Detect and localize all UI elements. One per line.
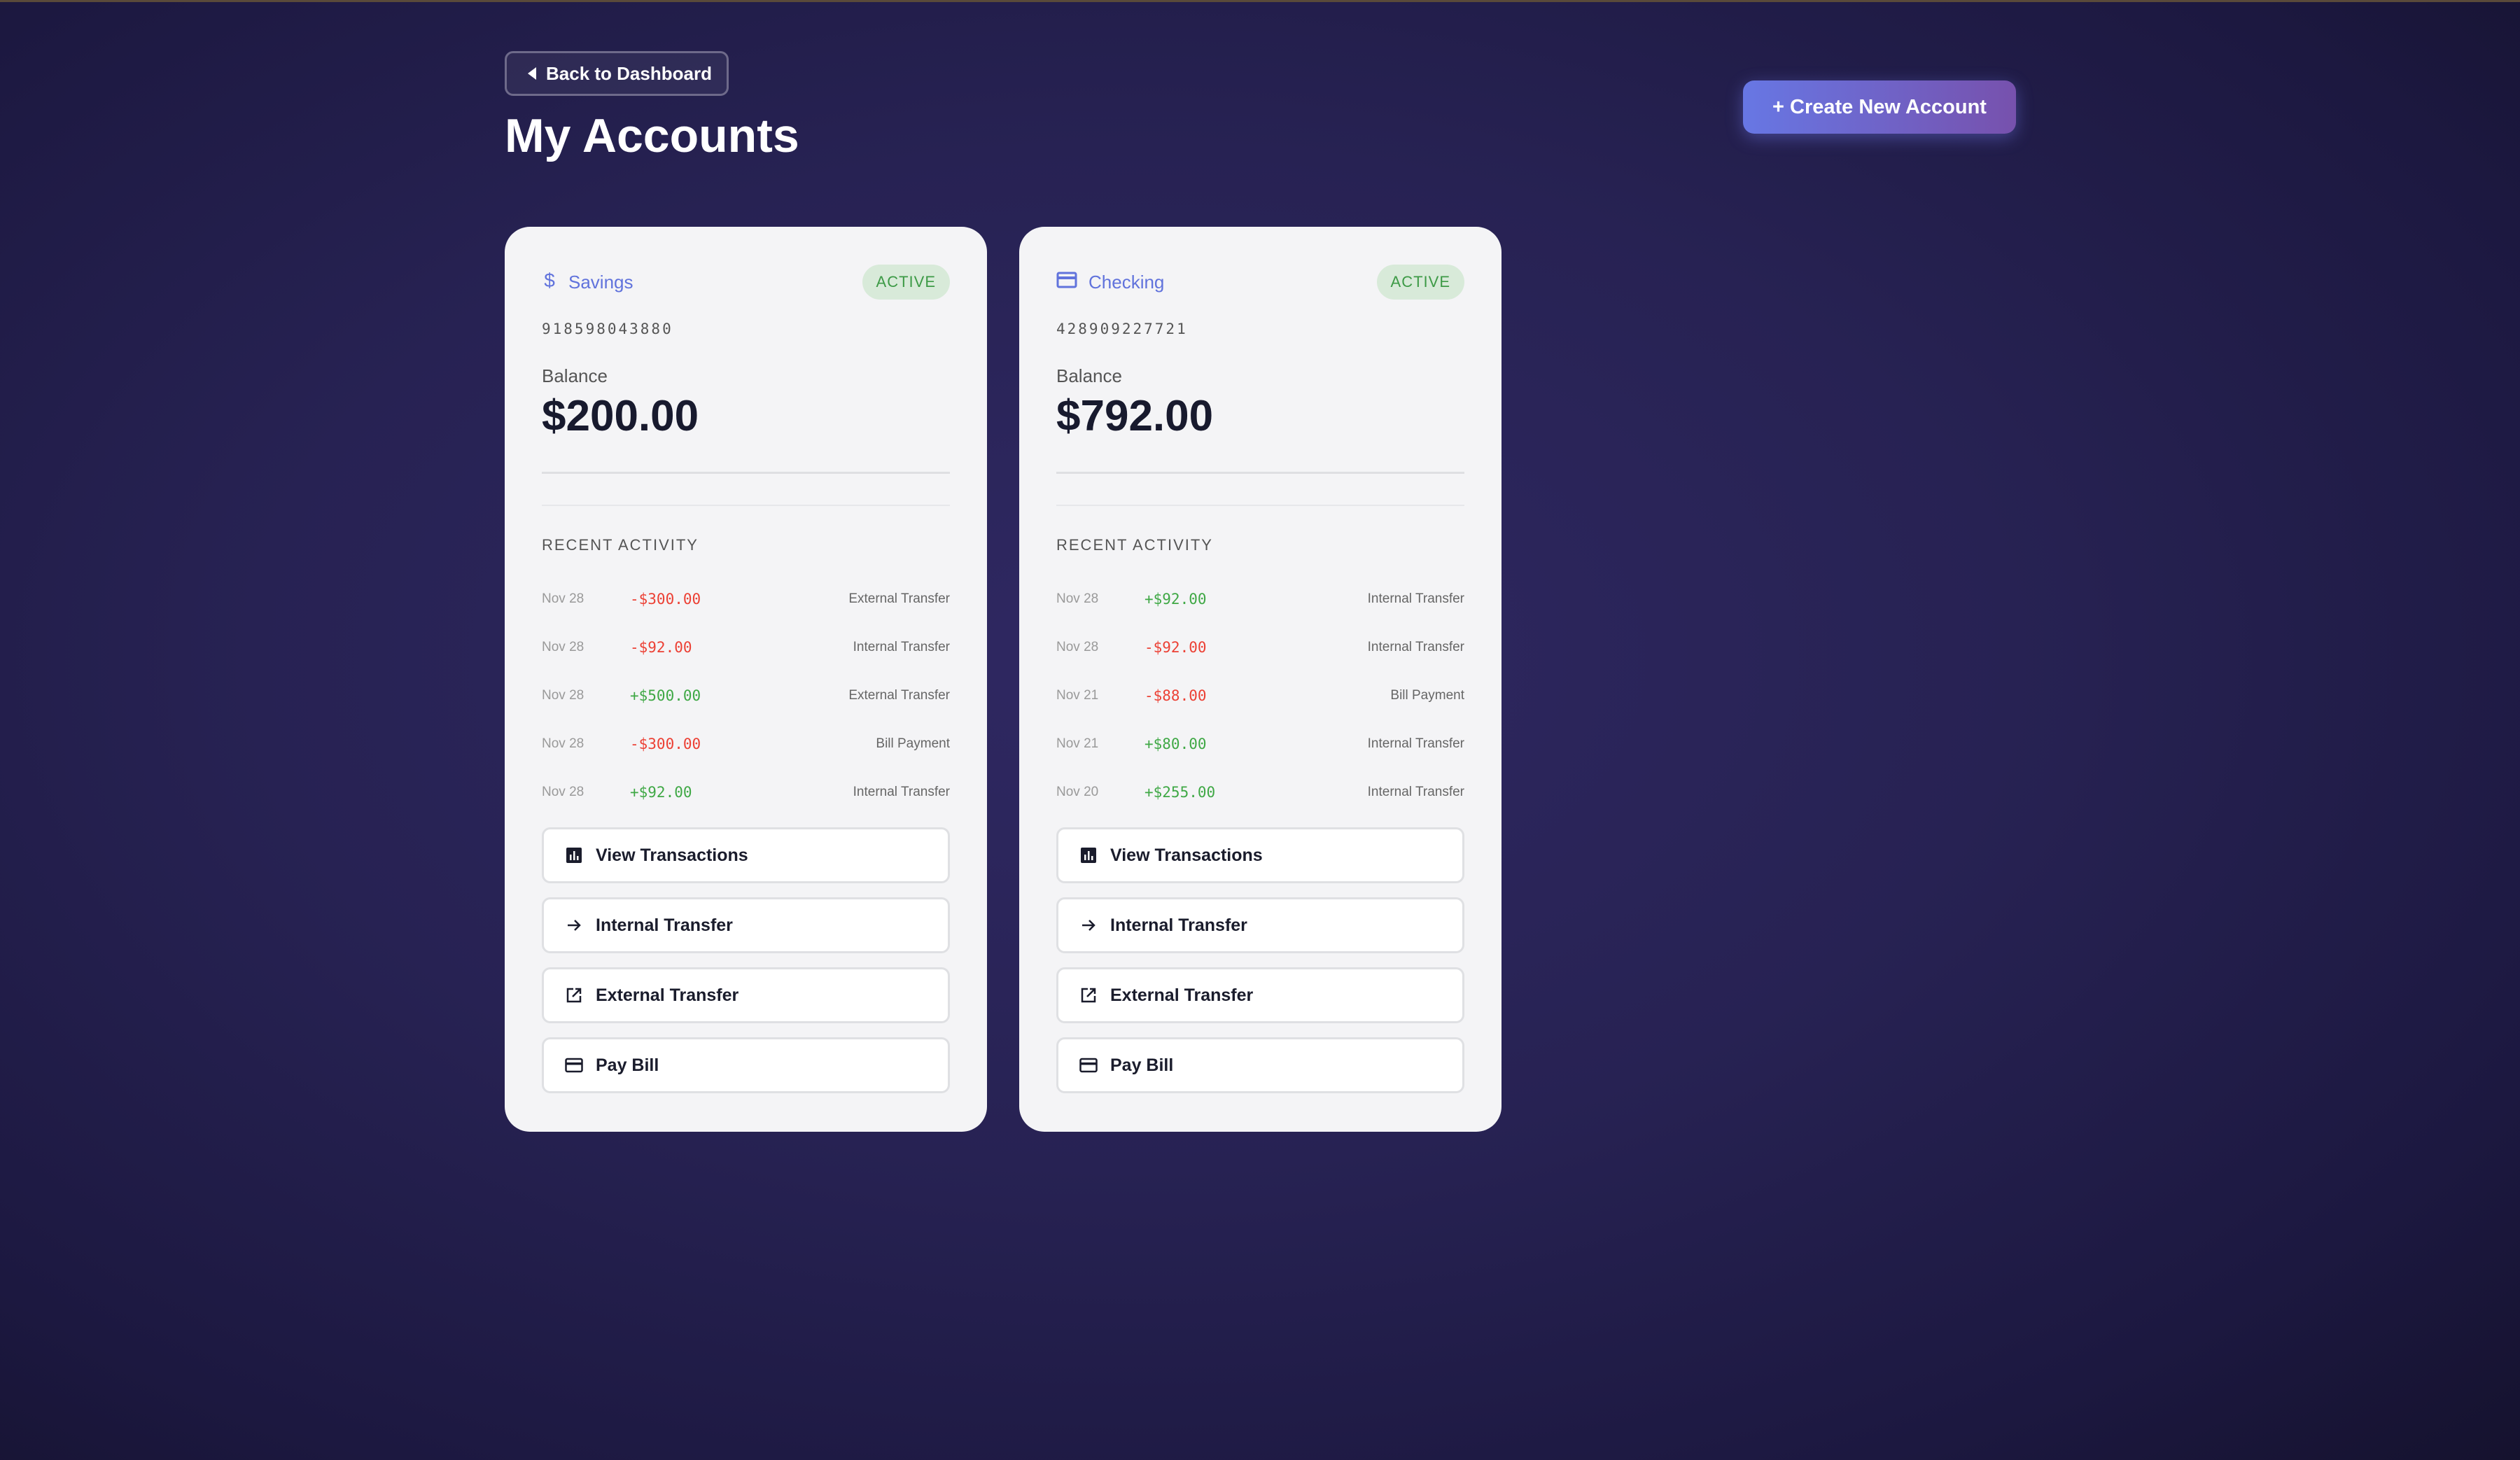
- activity-amount: -$92.00: [1144, 638, 1207, 656]
- activity-description: Internal Transfer: [853, 784, 950, 799]
- activity-row: Nov 20 +$255.00 Internal Transfer: [1056, 768, 1464, 816]
- activity-row: Nov 28 -$300.00 External Transfer: [542, 575, 950, 623]
- account-number: 918598043880: [542, 321, 673, 337]
- button-label: View Transactions: [1110, 845, 1263, 865]
- activity-row: Nov 28 -$92.00 Internal Transfer: [1056, 623, 1464, 671]
- account-card-checking: Checking ACTIVE 428909227721 Balance $79…: [1019, 227, 1502, 1132]
- activity-row: Nov 21 -$88.00 Bill Payment: [1056, 671, 1464, 720]
- activity-amount: +$80.00: [1144, 735, 1207, 752]
- back-label: Back to Dashboard: [546, 62, 712, 84]
- activity-date: Nov 21: [1056, 687, 1099, 703]
- activity-date: Nov 28: [542, 784, 584, 799]
- account-actions: View Transactions Internal Transfer Exte…: [1056, 827, 1464, 1107]
- recent-activity-heading: RECENT ACTIVITY: [542, 536, 699, 554]
- button-label: Internal Transfer: [1110, 915, 1247, 935]
- activity-date: Nov 28: [1056, 639, 1099, 654]
- activity-description: Internal Transfer: [1367, 639, 1464, 654]
- activity-list: Nov 28 -$300.00 External Transfer Nov 28…: [542, 575, 950, 816]
- external-transfer-button[interactable]: External Transfer: [1056, 967, 1464, 1023]
- svg-text:$: $: [544, 269, 555, 290]
- balance-amount: $792.00: [1056, 392, 1214, 440]
- activity-description: Internal Transfer: [853, 639, 950, 654]
- account-number: 428909227721: [1056, 321, 1188, 337]
- activity-amount: -$300.00: [630, 590, 701, 608]
- credit-card-icon: [1056, 271, 1077, 294]
- activity-date: Nov 28: [542, 591, 584, 606]
- activity-amount: -$92.00: [630, 638, 692, 656]
- activity-row: Nov 28 -$92.00 Internal Transfer: [542, 623, 950, 671]
- activity-description: External Transfer: [848, 591, 950, 606]
- button-label: Internal Transfer: [596, 915, 733, 935]
- button-label: Pay Bill: [596, 1055, 659, 1075]
- arrow-right-icon: [1079, 916, 1098, 934]
- external-link-icon: [565, 986, 583, 1004]
- view-transactions-button[interactable]: View Transactions: [542, 827, 950, 883]
- activity-date: Nov 21: [1056, 736, 1099, 751]
- activity-amount: +$92.00: [1144, 590, 1207, 608]
- activity-description: Bill Payment: [876, 736, 950, 751]
- pay-bill-button[interactable]: Pay Bill: [542, 1037, 950, 1093]
- button-label: External Transfer: [596, 985, 739, 1005]
- create-new-account-button[interactable]: + Create New Account: [1743, 80, 2016, 134]
- account-card-savings: $ Savings ACTIVE 918598043880 Balance $2…: [505, 227, 987, 1132]
- activity-amount: +$500.00: [630, 687, 701, 704]
- divider: [542, 505, 950, 506]
- activity-description: Internal Transfer: [1367, 591, 1464, 606]
- button-label: Pay Bill: [1110, 1055, 1174, 1075]
- credit-card-icon: [565, 1056, 583, 1074]
- activity-date: Nov 20: [1056, 784, 1099, 799]
- balance-amount: $200.00: [542, 392, 699, 440]
- account-type: Checking: [1088, 271, 1165, 293]
- activity-description: Bill Payment: [1390, 687, 1464, 703]
- status-badge: ACTIVE: [1376, 265, 1464, 300]
- activity-date: Nov 28: [1056, 591, 1099, 606]
- activity-date: Nov 28: [542, 736, 584, 751]
- activity-description: Internal Transfer: [1367, 736, 1464, 751]
- activity-amount: -$88.00: [1144, 687, 1207, 704]
- account-type: Savings: [568, 271, 634, 293]
- view-transactions-button[interactable]: View Transactions: [1056, 827, 1464, 883]
- activity-list: Nov 28 +$92.00 Internal Transfer Nov 28 …: [1056, 575, 1464, 816]
- activity-row: Nov 28 +$500.00 External Transfer: [542, 671, 950, 720]
- internal-transfer-button[interactable]: Internal Transfer: [542, 897, 950, 953]
- external-transfer-button[interactable]: External Transfer: [542, 967, 950, 1023]
- status-badge: ACTIVE: [862, 265, 950, 300]
- caret-left-icon: [528, 67, 536, 80]
- activity-amount: -$300.00: [630, 735, 701, 752]
- activity-row: Nov 28 -$300.00 Bill Payment: [542, 720, 950, 768]
- activity-row: Nov 21 +$80.00 Internal Transfer: [1056, 720, 1464, 768]
- activity-row: Nov 28 +$92.00 Internal Transfer: [542, 768, 950, 816]
- pay-bill-button[interactable]: Pay Bill: [1056, 1037, 1464, 1093]
- divider: [1056, 505, 1464, 506]
- balance-label: Balance: [542, 365, 608, 386]
- activity-amount: +$92.00: [630, 783, 692, 801]
- activity-amount: +$255.00: [1144, 783, 1216, 801]
- page-title: My Accounts: [505, 109, 799, 162]
- activity-description: Internal Transfer: [1367, 784, 1464, 799]
- top-border: [0, 0, 2520, 2]
- activity-date: Nov 28: [542, 639, 584, 654]
- divider: [542, 472, 950, 474]
- account-actions: View Transactions Internal Transfer Exte…: [542, 827, 950, 1107]
- button-label: External Transfer: [1110, 985, 1254, 1005]
- bar-chart-icon: [565, 846, 583, 864]
- activity-description: External Transfer: [848, 687, 950, 703]
- divider: [1056, 472, 1464, 474]
- dollar-icon: $: [542, 269, 557, 295]
- activity-row: Nov 28 +$92.00 Internal Transfer: [1056, 575, 1464, 623]
- arrow-right-icon: [565, 916, 583, 934]
- internal-transfer-button[interactable]: Internal Transfer: [1056, 897, 1464, 953]
- credit-card-icon: [1079, 1056, 1098, 1074]
- activity-date: Nov 28: [542, 687, 584, 703]
- bar-chart-icon: [1079, 846, 1098, 864]
- back-to-dashboard-button[interactable]: Back to Dashboard: [505, 51, 729, 96]
- balance-label: Balance: [1056, 365, 1122, 386]
- button-label: View Transactions: [596, 845, 748, 865]
- recent-activity-heading: RECENT ACTIVITY: [1056, 536, 1213, 554]
- external-link-icon: [1079, 986, 1098, 1004]
